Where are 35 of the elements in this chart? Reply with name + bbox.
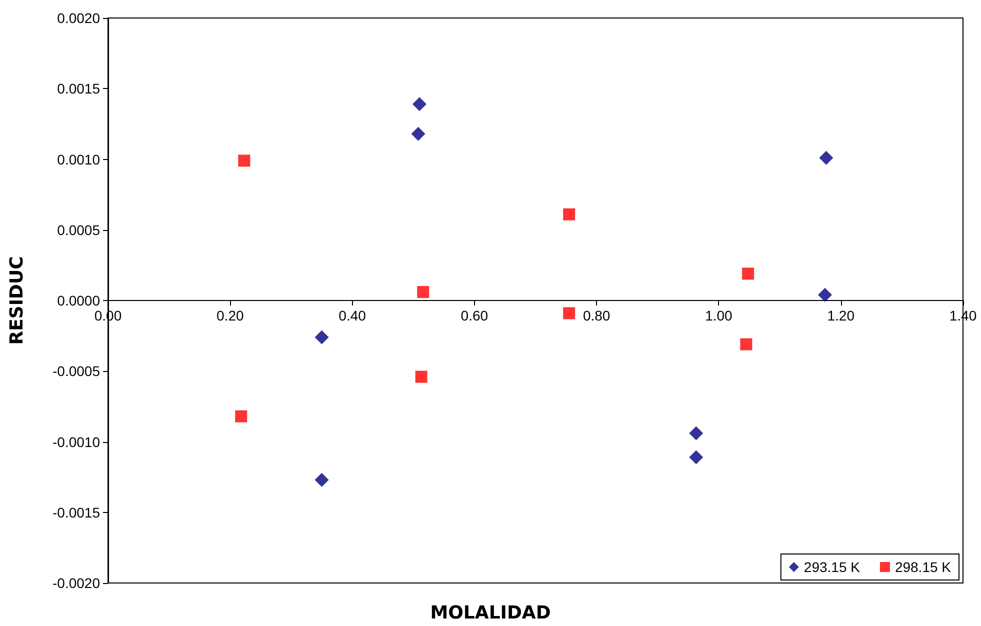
y-tick-label: 0.0020	[57, 10, 100, 26]
x-tick-label: 0.40	[338, 308, 366, 324]
x-tick-label: 1.00	[705, 308, 733, 324]
y-tick-label: -0.0010	[52, 434, 100, 450]
point	[417, 286, 430, 298]
y-tick-label: -0.0020	[52, 575, 100, 591]
point	[314, 330, 329, 344]
y-tick-label: 0.0015	[57, 80, 100, 97]
y-axis-title: RESIDUC	[6, 256, 28, 345]
legend-label: 293.15 K	[804, 559, 861, 575]
y-tick-label: 0.0010	[57, 151, 100, 168]
point	[314, 472, 329, 487]
point	[412, 97, 426, 112]
x-axis-title: MOLALIDAD	[430, 602, 551, 624]
point	[238, 154, 250, 167]
point	[415, 370, 428, 383]
point	[689, 450, 704, 464]
point	[563, 208, 576, 220]
point	[742, 268, 754, 280]
point	[235, 410, 248, 422]
x-tick-label: 0.20	[216, 308, 244, 324]
point	[563, 307, 576, 320]
x-tick-label: 1.20	[827, 308, 855, 324]
y-tick-label: -0.0015	[52, 504, 100, 520]
y-tick-label: 0.0000	[57, 292, 100, 308]
x-tick-label: 0.80	[582, 308, 610, 324]
point	[819, 150, 834, 165]
y-tick-label: 0.0005	[57, 222, 100, 238]
y-tick-label: -0.0005	[52, 363, 100, 380]
point	[689, 426, 704, 440]
legend-label: 298.15 K	[894, 559, 952, 575]
point	[740, 338, 752, 350]
x-tick-label: 0.60	[460, 308, 488, 324]
point	[411, 126, 426, 141]
point	[818, 288, 832, 302]
